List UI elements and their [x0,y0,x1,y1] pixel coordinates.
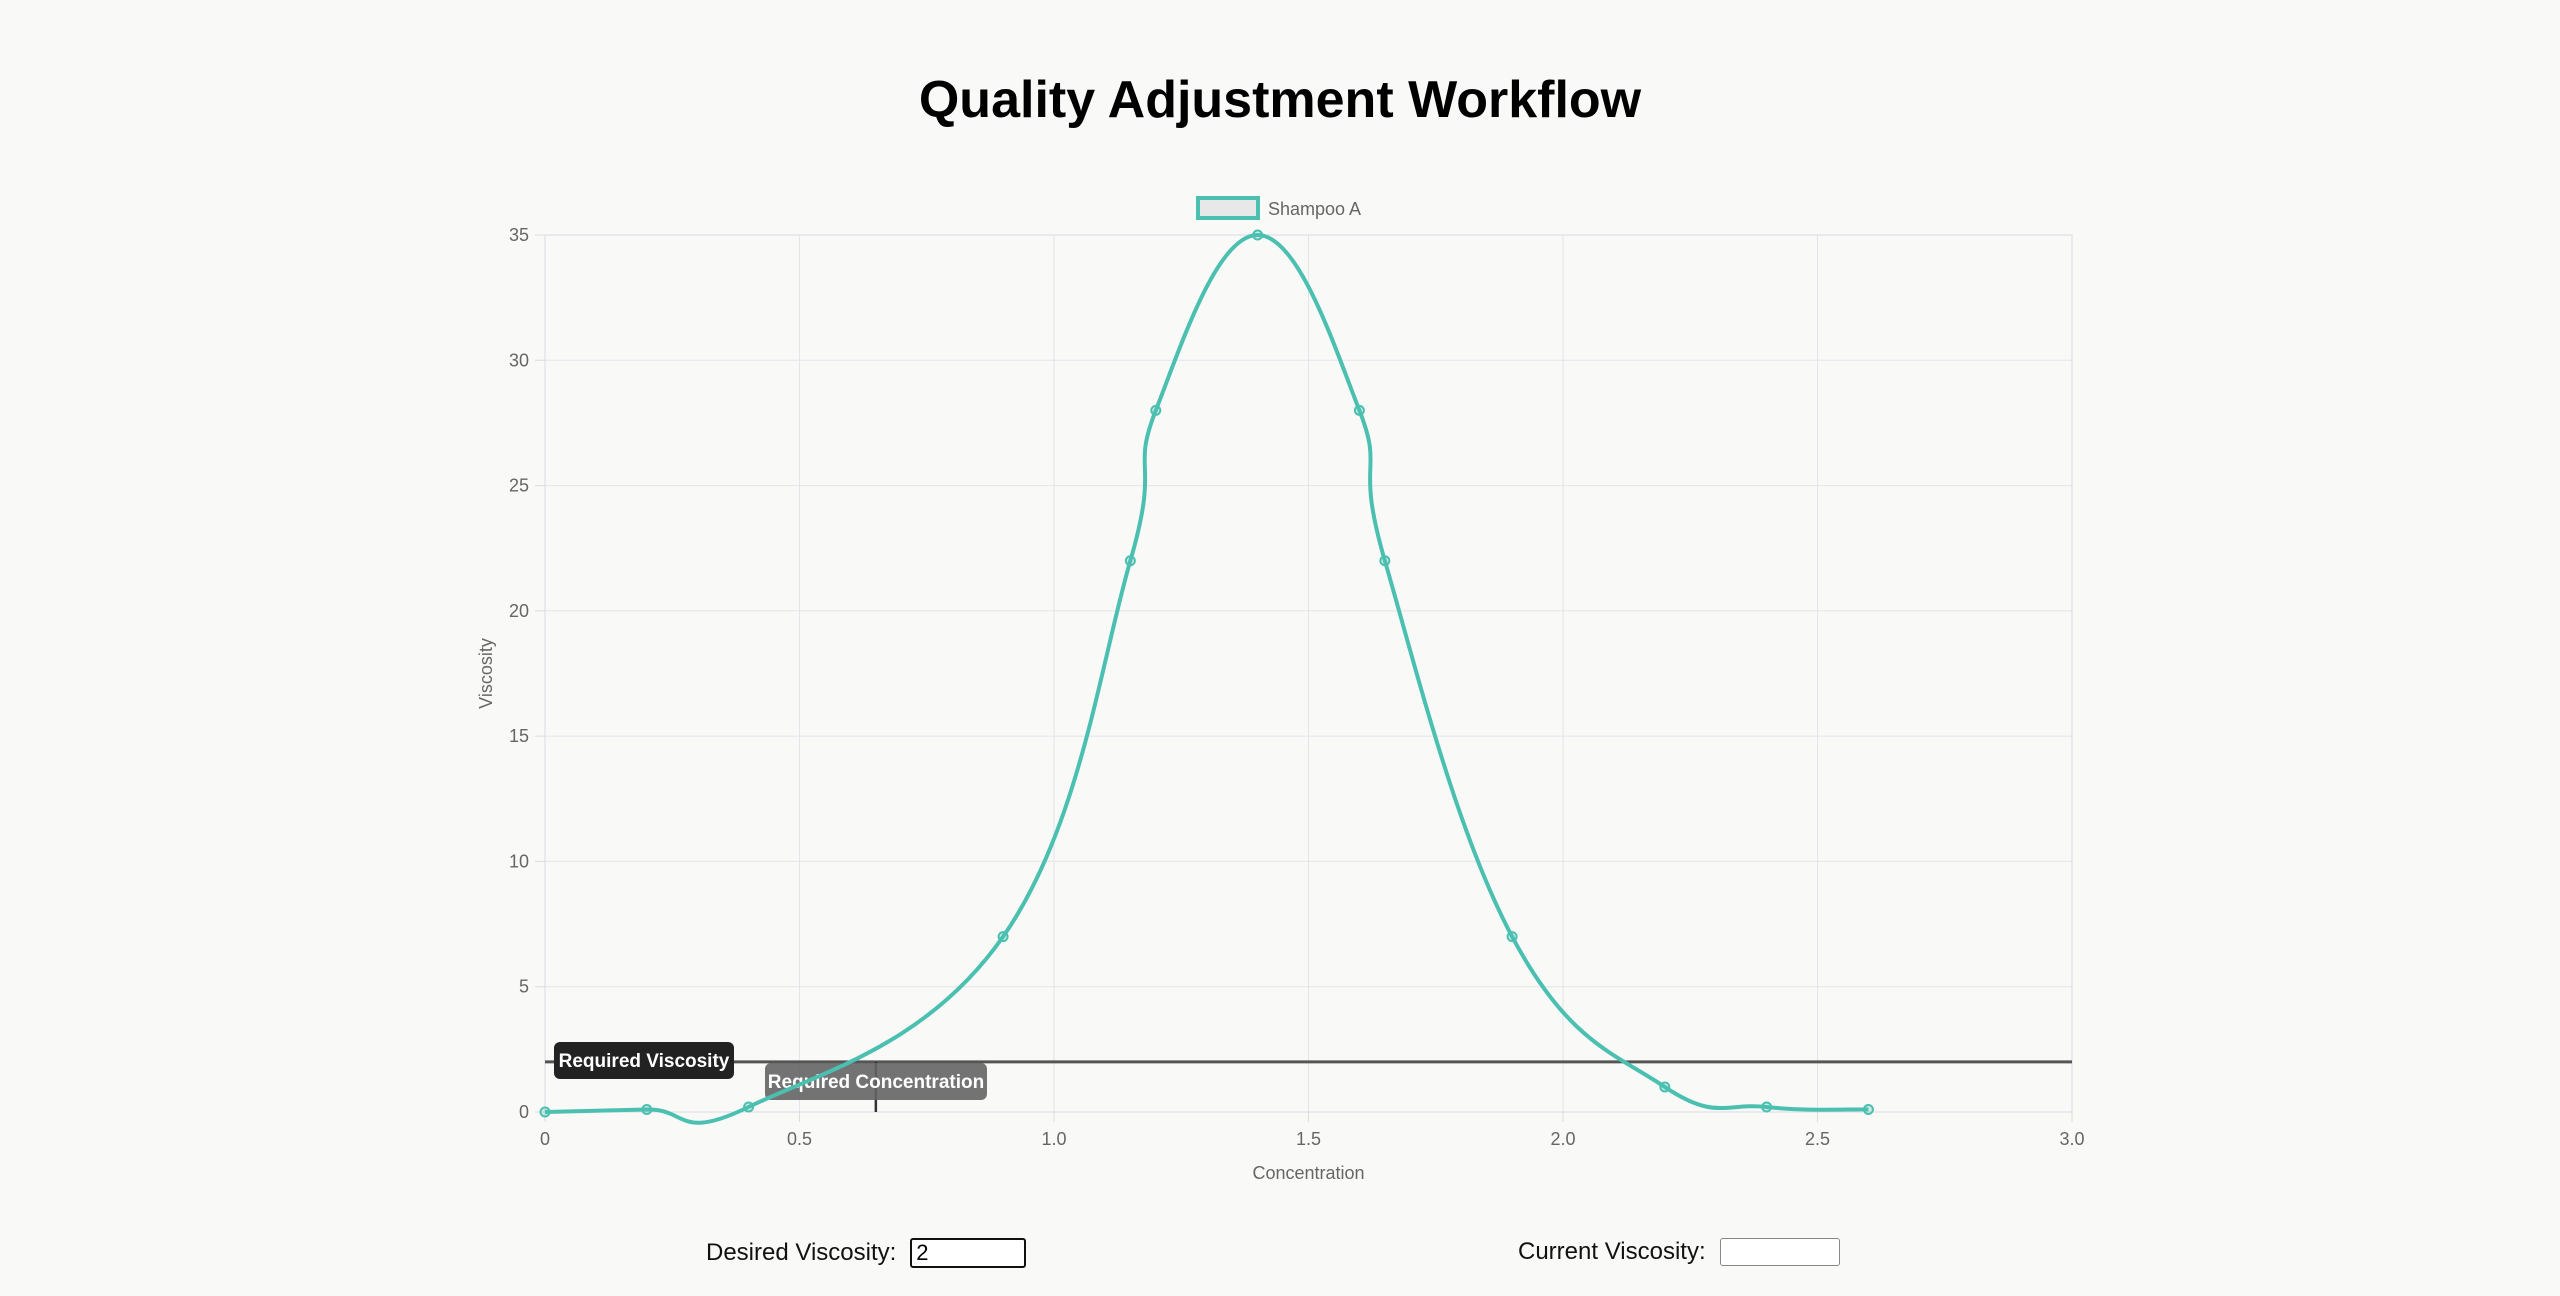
x-tick-label: 2.0 [1550,1129,1575,1149]
axes: 0 0.5 1.0 1.5 2.0 2.5 3.0 0 5 10 15 20 25 30 35 Concent… [476,225,2085,1183]
data-point[interactable] [743,1101,755,1113]
y-tick-label: 30 [509,350,529,370]
x-axis-title: Concentration [1252,1163,1364,1183]
data-point[interactable] [1506,931,1518,943]
current-viscosity-input[interactable] [1719,1238,1840,1266]
data-point[interactable] [539,1106,551,1118]
y-tick-label: 20 [509,601,529,621]
data-point[interactable] [1124,555,1136,567]
x-tick-label: 1.5 [1296,1129,1321,1149]
series-line-shampoo-a [544,232,1869,1125]
x-tick-label: 3.0 [2059,1129,2084,1149]
legend[interactable]: Shampoo A [1196,196,1361,220]
y-tick-label: 10 [509,851,529,871]
annotations: Required Viscosity Required Concentration [545,1042,2072,1112]
y-tick-label: 0 [519,1102,529,1122]
plot-border [544,234,2073,1113]
required-concentration-label: Required Concentration [768,1072,984,1093]
page-title: Quality Adjustment Workflow [918,71,1642,129]
data-point[interactable] [1150,404,1162,416]
legend-label[interactable]: Shampoo A [1268,199,1361,219]
desired-viscosity-label: Desired Viscosity: [706,1239,897,1266]
x-tick-label: 0 [540,1129,550,1149]
data-point[interactable] [997,931,1009,943]
y-tick-label: 15 [509,726,529,746]
desired-viscosity-input[interactable] [910,1238,1027,1268]
data-point[interactable] [1379,555,1391,567]
legend-swatch[interactable] [1196,196,1260,220]
current-viscosity-label: Current Viscosity: [1518,1238,1706,1265]
x-tick-label: 0.5 [787,1129,812,1149]
x-tick-label: 1.0 [1041,1129,1066,1149]
current-viscosity-control: Current Viscosity: [1518,1238,1840,1266]
required-viscosity-label-box [554,1042,734,1079]
data-point[interactable] [1353,404,1365,416]
desired-viscosity-control: Desired Viscosity: [706,1238,1027,1268]
data-point[interactable] [641,1103,653,1115]
data-point[interactable] [1862,1103,1874,1115]
y-tick-label: 25 [509,476,529,496]
y-tick-label: 5 [519,977,529,997]
data-point[interactable] [1252,229,1264,241]
required-viscosity-label: Required Viscosity [559,1051,730,1072]
grid [535,234,2073,1122]
data-point[interactable] [1659,1081,1671,1093]
required-concentration-label-box [765,1063,987,1100]
data-point[interactable] [1761,1101,1773,1113]
series-layer [539,229,1874,1125]
x-tick-label: 2.5 [1805,1129,1830,1149]
y-tick-label: 35 [509,225,529,245]
y-axis-title: Viscosity [476,638,496,709]
